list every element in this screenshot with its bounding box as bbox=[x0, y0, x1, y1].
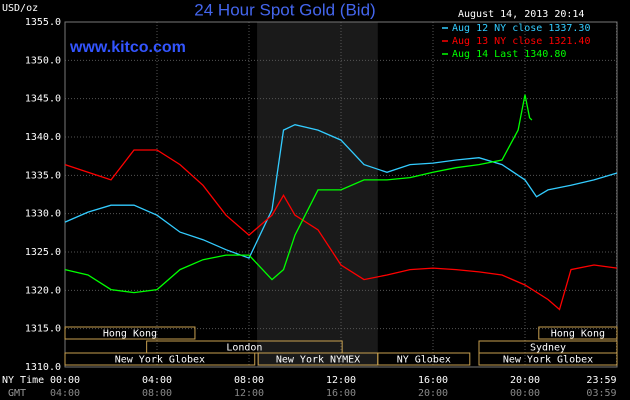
chart-title: 24 Hour Spot Gold (Bid) bbox=[194, 0, 375, 19]
session-label: New York NYMEX bbox=[276, 355, 360, 366]
session-label: Sydney bbox=[530, 343, 566, 354]
x-tick-label: 20:00 bbox=[510, 375, 540, 386]
x-tick-label: 16:00 bbox=[418, 375, 448, 386]
session-label: NY Globex bbox=[397, 355, 451, 366]
y-tick-label: 1315.0 bbox=[25, 324, 61, 335]
series-line bbox=[64, 149, 618, 311]
session-label: Hong Kong bbox=[103, 329, 157, 340]
session-box bbox=[64, 352, 256, 366]
series-line bbox=[64, 124, 618, 259]
x-tick-label-gmt: 00:00 bbox=[510, 388, 540, 399]
x-tick-label: 00:00 bbox=[50, 375, 80, 386]
x-tick-label: 08:00 bbox=[234, 375, 264, 386]
legend-entry: Aug 14 Last 1340.80 bbox=[452, 49, 566, 60]
session-label: London bbox=[226, 343, 262, 354]
session-box bbox=[538, 326, 618, 340]
y-tick-label: 1350.0 bbox=[25, 55, 61, 66]
legend-entry: Aug 13 NY close 1321.40 bbox=[452, 36, 590, 47]
x-tick-label: 12:00 bbox=[326, 375, 356, 386]
y-tick-label: 1340.0 bbox=[25, 132, 61, 143]
session-label: New York Globex bbox=[115, 355, 205, 366]
y-tick-label: 1335.0 bbox=[25, 170, 61, 181]
x-tick-label-gmt: 12:00 bbox=[234, 388, 264, 399]
y-tick-label: 1345.0 bbox=[25, 94, 61, 105]
y-tick-label: 1355.0 bbox=[25, 17, 61, 28]
watermark: www.kitco.com bbox=[69, 39, 186, 56]
x-row-label: GMT bbox=[8, 388, 26, 399]
y-tick-label: 1330.0 bbox=[25, 209, 61, 220]
timestamp: August 14, 2013 20:14 bbox=[458, 9, 584, 20]
x-row-label: NY Time bbox=[2, 375, 44, 386]
highlight-range bbox=[257, 22, 378, 367]
plot-frame bbox=[64, 21, 618, 368]
x-tick-label: 04:00 bbox=[142, 375, 172, 386]
session-box bbox=[377, 352, 471, 366]
session-label: Hong Kong bbox=[551, 329, 605, 340]
y-tick-label: 1320.0 bbox=[25, 285, 61, 296]
x-tick-label-gmt: 20:00 bbox=[418, 388, 448, 399]
session-label: New York Globex bbox=[503, 355, 593, 366]
y-tick-label: 1310.0 bbox=[25, 362, 61, 373]
unit-label: USD/oz bbox=[2, 3, 38, 14]
x-tick-label-gmt: 03:59 bbox=[586, 388, 616, 399]
x-tick-label-gmt: 16:00 bbox=[326, 388, 356, 399]
x-tick-label-gmt: 08:00 bbox=[142, 388, 172, 399]
legend-entry: Aug 12 NY close 1337.30 bbox=[452, 23, 590, 34]
session-box bbox=[64, 326, 196, 340]
y-tick-label: 1325.0 bbox=[25, 247, 61, 258]
x-tick-label: 23:59 bbox=[586, 375, 616, 386]
session-box bbox=[478, 352, 618, 366]
x-tick-label-gmt: 04:00 bbox=[50, 388, 80, 399]
series-line bbox=[64, 94, 533, 294]
